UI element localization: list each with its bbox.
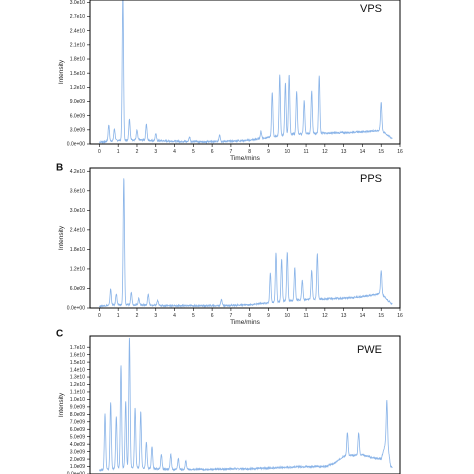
y-tick-label: 1.8e10 xyxy=(70,57,86,63)
y-tick-label: 0.0e+00 xyxy=(67,306,85,312)
y-tick-label: 1.2e10 xyxy=(70,382,86,388)
y-tick-label: 1.3e10 xyxy=(70,375,86,381)
y-tick-label: 0.0e+00 xyxy=(67,472,85,474)
y-tick-label: 1.1e10 xyxy=(70,390,86,396)
x-tick-label: 12 xyxy=(322,313,328,319)
y-tick-label: 6.0e09 xyxy=(70,113,86,119)
x-tick-label: 9 xyxy=(267,313,270,319)
y-tick-label: 1.2e10 xyxy=(70,267,86,273)
x-tick-label: 12 xyxy=(322,149,328,155)
y-tick-label: 1.4e10 xyxy=(70,367,86,373)
y-tick-label: 0.0e+00 xyxy=(67,142,85,148)
y-tick-label: 5.0e09 xyxy=(70,434,86,440)
x-tick-label: 8 xyxy=(248,149,251,155)
y-tick-label: 3.0e09 xyxy=(70,128,86,134)
y-tick-label: 1.5e10 xyxy=(70,71,86,77)
x-tick-label: 3 xyxy=(154,149,157,155)
plot-frame xyxy=(89,0,401,145)
y-tick-label: 1.2e10 xyxy=(70,85,86,91)
x-tick-label: 13 xyxy=(341,313,347,319)
y-tick-label: 2.7e10 xyxy=(70,14,86,20)
x-tick-label: 5 xyxy=(192,149,195,155)
y-axis-title: Intensity xyxy=(58,59,65,84)
x-tick-label: 11 xyxy=(303,313,308,319)
x-tick-label: 6 xyxy=(211,149,214,155)
plot-frame xyxy=(89,167,401,309)
x-tick-label: 16 xyxy=(397,149,403,155)
x-tick-label: 2 xyxy=(136,313,139,319)
chromatogram-trace xyxy=(99,337,393,472)
y-tick-label: 9.0e09 xyxy=(70,405,86,411)
y-tick-label: 1.6e10 xyxy=(70,352,86,358)
x-tick-label: 0 xyxy=(98,149,101,155)
panel-tag: C xyxy=(56,328,63,339)
y-tick-label: 3.0e10 xyxy=(70,208,86,214)
plot-frame xyxy=(89,335,401,474)
x-tick-label: 7 xyxy=(230,313,233,319)
x-tick-label: 13 xyxy=(341,149,347,155)
panel-name: VPS xyxy=(360,3,382,15)
x-tick-label: 4 xyxy=(173,313,176,319)
y-tick-label: 2.1e10 xyxy=(70,43,86,49)
x-tick-label: 2 xyxy=(136,149,139,155)
x-axis-title: Time/mins xyxy=(230,155,260,162)
x-tick-label: 4 xyxy=(173,149,176,155)
x-tick-label: 15 xyxy=(378,313,384,319)
x-tick-label: 10 xyxy=(284,313,290,319)
panel-tag: B xyxy=(56,162,63,173)
y-tick-label: 1.5e10 xyxy=(70,360,86,366)
y-tick-label: 7.0e09 xyxy=(70,419,86,425)
x-tick-label: 14 xyxy=(360,149,366,155)
y-tick-label: 1.8e10 xyxy=(70,247,86,253)
x-tick-label: 14 xyxy=(360,313,366,319)
x-tick-label: 16 xyxy=(397,313,403,319)
x-tick-label: 11 xyxy=(303,149,308,155)
y-tick-label: 4.2e10 xyxy=(70,169,86,175)
chromatogram-trace xyxy=(99,0,393,145)
y-tick-label: 2.0e09 xyxy=(70,457,86,463)
x-tick-label: 1 xyxy=(117,149,120,155)
y-tick-label: 2.4e10 xyxy=(70,28,86,34)
y-tick-label: 6.0e09 xyxy=(70,286,86,292)
x-axis-title: Time/mins xyxy=(230,319,260,326)
y-axis-title: Intensity xyxy=(58,392,65,417)
x-tick-label: 9 xyxy=(267,149,270,155)
x-tick-label: 10 xyxy=(284,149,290,155)
y-axis-title: Intensity xyxy=(58,225,65,250)
panel-name: PPS xyxy=(360,173,382,185)
y-tick-label: 9.0e09 xyxy=(70,99,86,105)
y-tick-label: 1.0e10 xyxy=(70,397,86,403)
x-tick-label: 7 xyxy=(230,149,233,155)
chromatogram-trace xyxy=(99,178,393,309)
y-tick-label: 8.0e09 xyxy=(70,412,86,418)
panel-name: PWE xyxy=(357,344,382,356)
x-tick-label: 0 xyxy=(98,313,101,319)
y-tick-label: 3.6e10 xyxy=(70,188,86,194)
y-tick-label: 3.0e10 xyxy=(70,0,86,6)
y-tick-label: 1.7e10 xyxy=(70,345,86,351)
y-tick-label: 6.0e09 xyxy=(70,427,86,433)
x-tick-label: 6 xyxy=(211,313,214,319)
y-tick-label: 3.0e09 xyxy=(70,449,86,455)
x-tick-label: 15 xyxy=(378,149,384,155)
y-tick-label: 4.0e09 xyxy=(70,442,86,448)
y-tick-label: 1.0e09 xyxy=(70,464,86,470)
x-tick-label: 5 xyxy=(192,313,195,319)
chart-panel-vps: 0.0e+00 3.0e09 6.0e09 9.0e09 1.2e10 1.5e10 1.8… xyxy=(58,0,403,162)
chart-panel-pps: 0.0e+00 6.0e09 1.2e10 1.8e10 2.4e10 3.0e10 3.6… xyxy=(56,162,403,326)
x-tick-label: 1 xyxy=(117,313,120,319)
x-tick-label: 3 xyxy=(154,313,157,319)
y-tick-label: 2.4e10 xyxy=(70,228,86,234)
x-tick-label: 8 xyxy=(248,313,251,319)
